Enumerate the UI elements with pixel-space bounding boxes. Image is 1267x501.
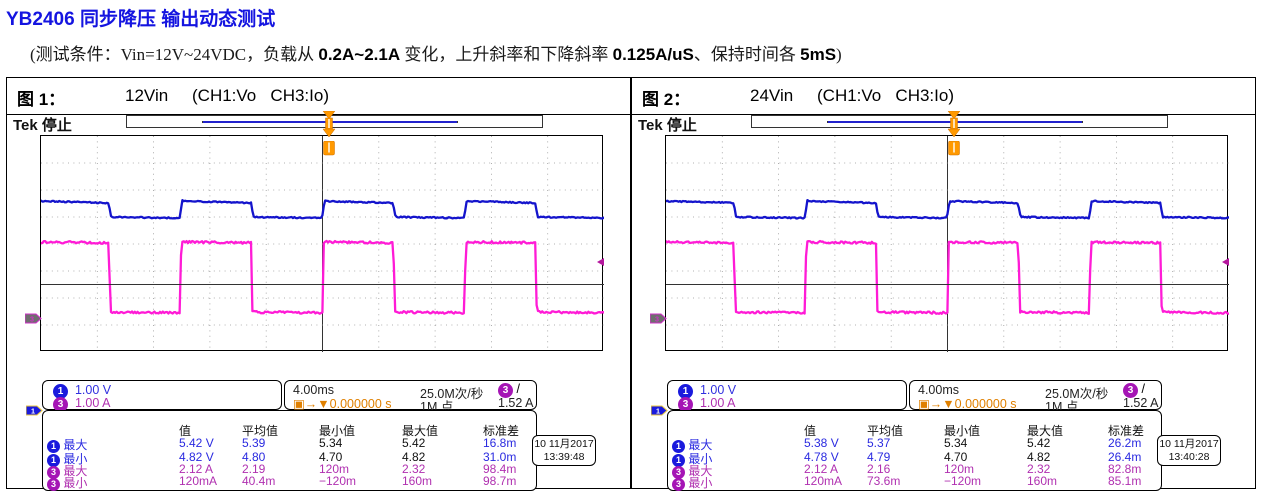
svg-text:1: 1	[656, 407, 660, 416]
svg-text:1: 1	[31, 407, 35, 416]
svg-text:3: 3	[655, 315, 659, 324]
svg-text:3: 3	[30, 315, 34, 324]
